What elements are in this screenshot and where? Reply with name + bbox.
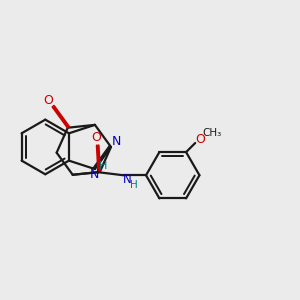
Text: H: H: [99, 161, 108, 171]
Text: N: N: [112, 135, 121, 148]
Text: O: O: [43, 94, 53, 107]
Text: N: N: [90, 168, 100, 181]
Text: O: O: [91, 131, 101, 144]
Text: H: H: [130, 180, 138, 190]
Text: CH₃: CH₃: [202, 128, 221, 138]
Text: O: O: [196, 133, 206, 146]
Text: N: N: [122, 173, 131, 186]
